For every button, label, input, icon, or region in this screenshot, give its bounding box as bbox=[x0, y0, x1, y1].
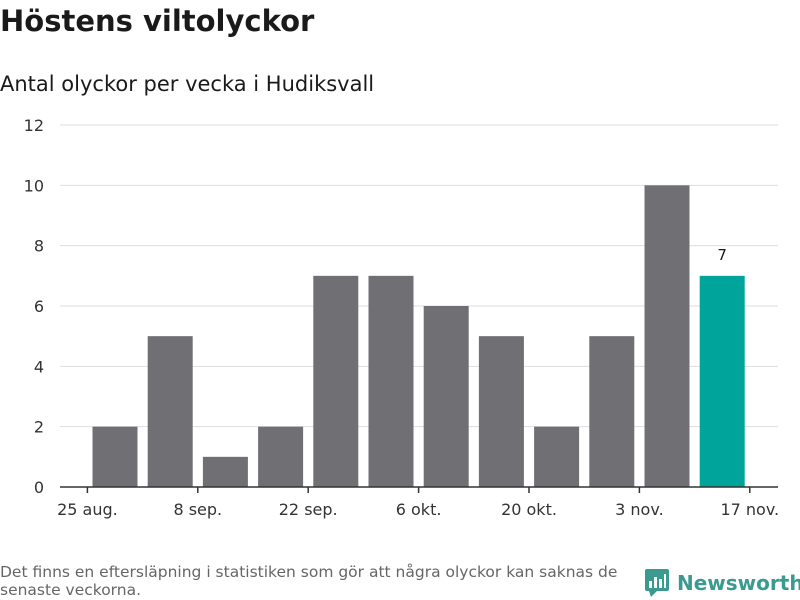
bar-week-10 bbox=[589, 336, 635, 487]
y-tick-label-0: 0 bbox=[34, 478, 44, 497]
x-tick-label-3: 6 okt. bbox=[396, 500, 442, 519]
x-tick-label-6: 17 nov. bbox=[720, 500, 779, 519]
x-tick-label-5: 3 nov. bbox=[615, 500, 664, 519]
bar-week-11 bbox=[644, 185, 690, 488]
y-tick-label-4: 4 bbox=[34, 357, 44, 376]
newsworthy-logo-icon bbox=[645, 569, 669, 597]
bar-week-5 bbox=[313, 275, 359, 487]
bar-data-label-12: 7 bbox=[717, 246, 727, 264]
bar-week-2 bbox=[147, 336, 193, 487]
bar-week-8 bbox=[478, 336, 524, 487]
y-tick-label-8: 8 bbox=[34, 237, 44, 256]
bar-week-12 bbox=[699, 275, 745, 487]
y-tick-label-10: 10 bbox=[24, 176, 44, 195]
y-tick-label-12: 12 bbox=[24, 116, 44, 135]
bar-chart: 0 2 4 6 8 10 12 7 25 aug. 8 sep. 22 sep. 6 okt. 20 o… bbox=[24, 116, 780, 519]
bar-week-7 bbox=[423, 306, 469, 487]
x-tick-label-4: 20 okt. bbox=[501, 500, 557, 519]
bar-week-4 bbox=[258, 426, 304, 487]
y-tick-label-6: 6 bbox=[34, 297, 44, 316]
bar-week-6 bbox=[368, 275, 414, 487]
bar-week-3 bbox=[202, 456, 248, 487]
bar-week-9 bbox=[534, 426, 580, 487]
x-tick-label-0: 25 aug. bbox=[57, 500, 118, 519]
footnote: Det finns en eftersläpning i statistiken… bbox=[0, 563, 618, 599]
brand-name: Newsworthy bbox=[677, 571, 800, 595]
y-tick-label-2: 2 bbox=[34, 418, 44, 437]
bar-week-1 bbox=[92, 426, 138, 487]
chart-subtitle: Antal olyckor per vecka i Hudiksvall bbox=[0, 72, 375, 96]
x-tick-label-2: 22 sep. bbox=[279, 500, 338, 519]
x-tick-label-1: 8 sep. bbox=[173, 500, 222, 519]
newsworthy-brand: Newsworthy bbox=[645, 569, 800, 597]
chart-title: Höstens viltolyckor bbox=[0, 4, 315, 38]
